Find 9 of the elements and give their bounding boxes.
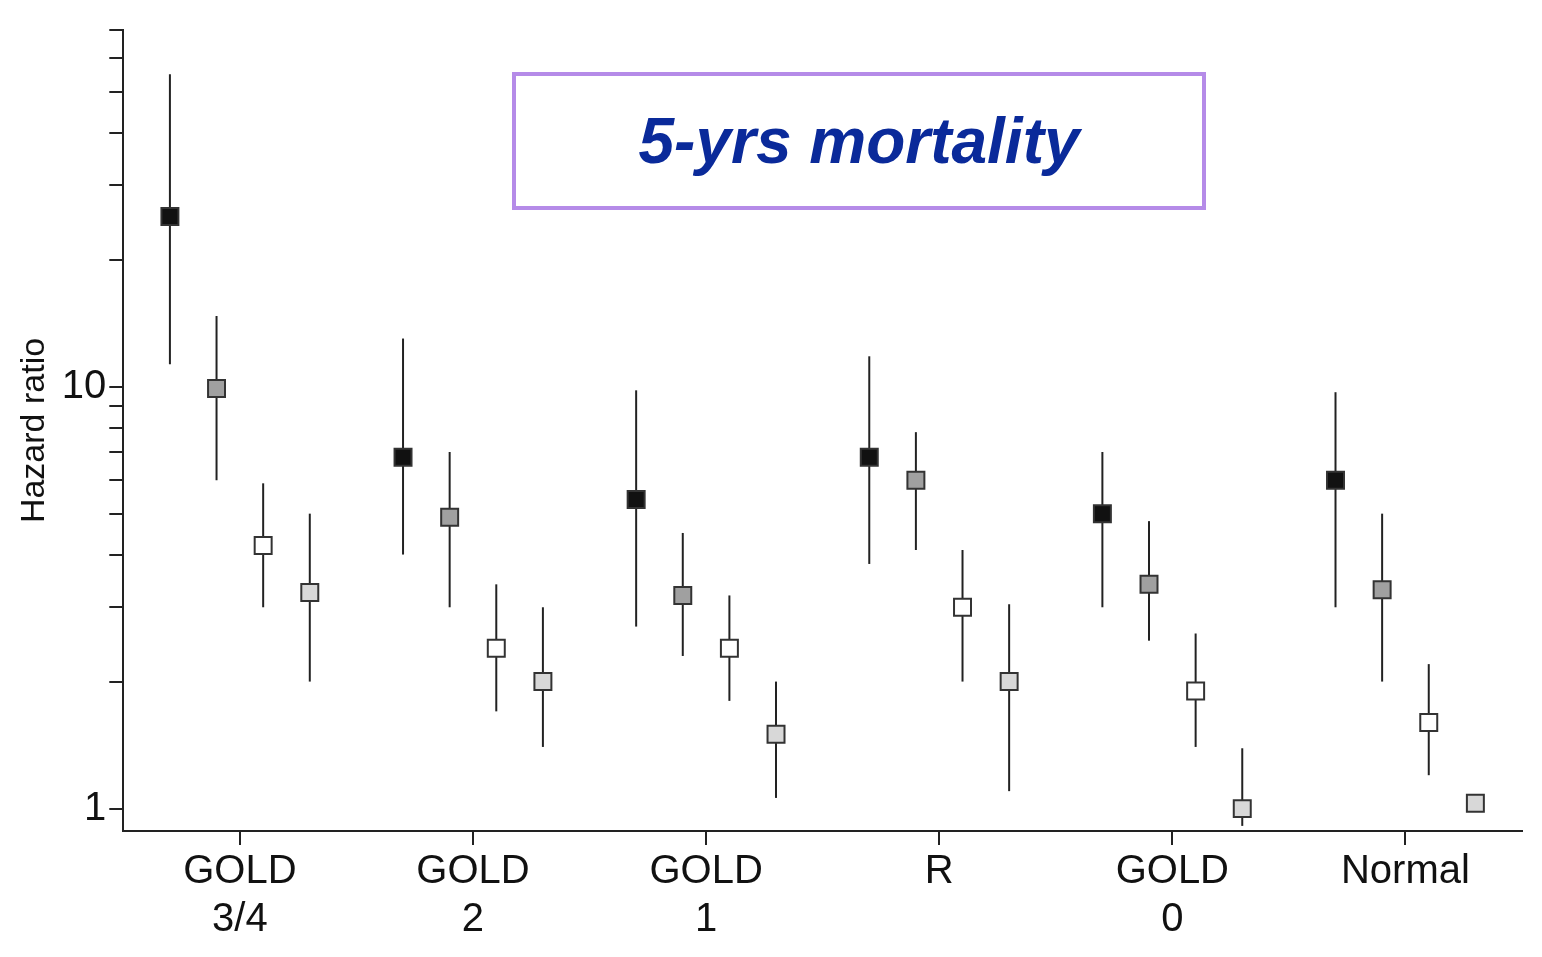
y-tick-label: 1 — [84, 783, 107, 828]
x-tick-label: GOLD 3/4 — [183, 847, 297, 940]
y-tick-label: 10 — [61, 361, 107, 406]
x-tick-label: Normal — [1340, 847, 1470, 892]
x-tick-label: R — [924, 847, 954, 892]
x-tick-label: GOLD 1 — [649, 847, 763, 940]
y-axis-title: Hazard ratio — [12, 337, 51, 524]
x-tick-label: GOLD 0 — [1115, 847, 1229, 940]
x-tick-label: GOLD 2 — [416, 847, 530, 940]
